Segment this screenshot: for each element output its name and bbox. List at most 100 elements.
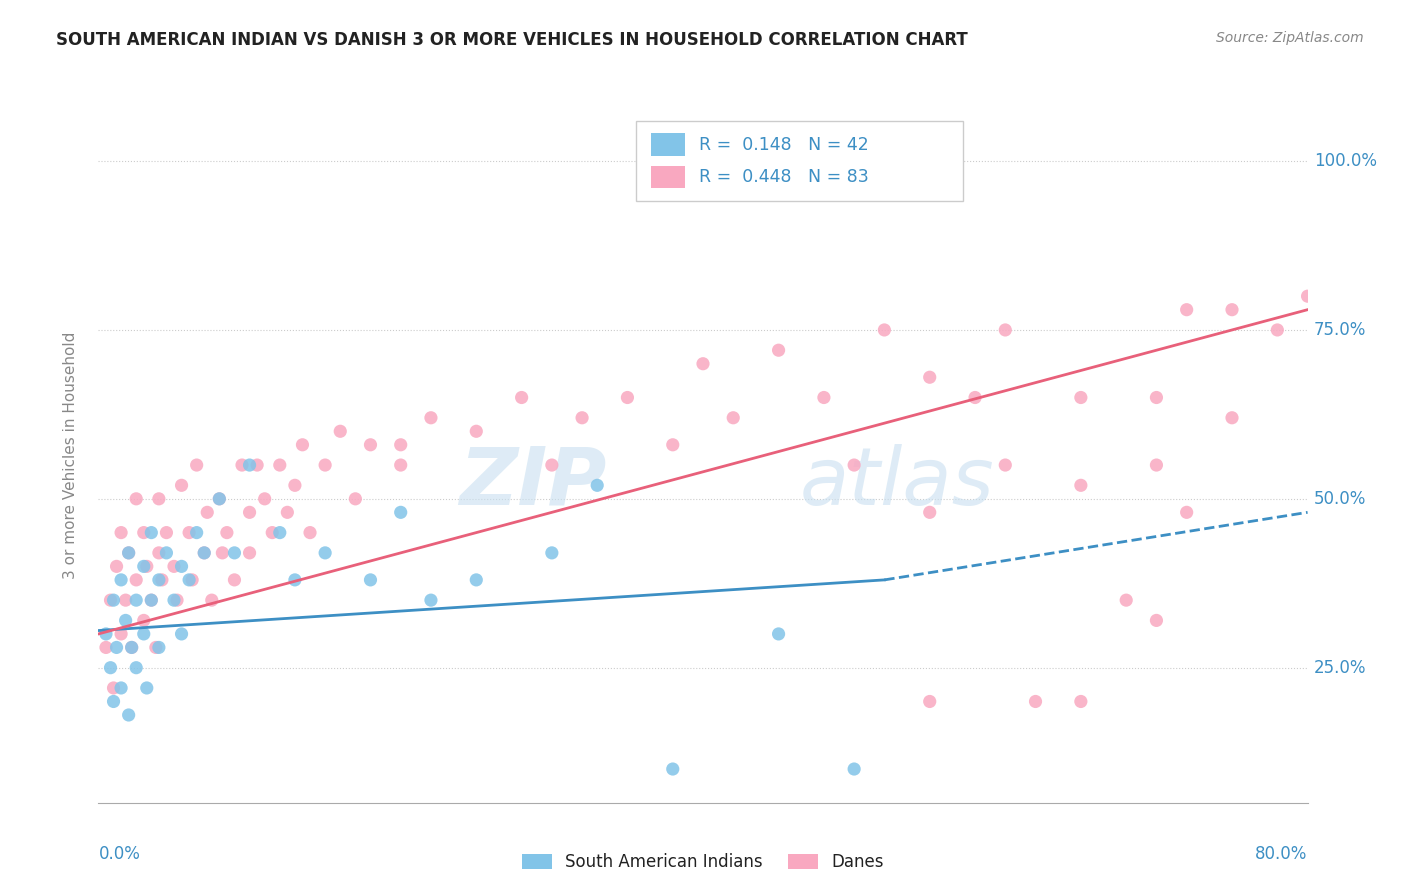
Point xyxy=(170,478,193,492)
Point xyxy=(215,525,238,540)
Point xyxy=(166,593,188,607)
Text: 100.0%: 100.0% xyxy=(1313,152,1376,170)
Point xyxy=(208,491,231,506)
Point xyxy=(110,681,132,695)
Point xyxy=(510,391,533,405)
Point xyxy=(721,410,744,425)
Point xyxy=(155,546,177,560)
Point xyxy=(181,573,204,587)
Point xyxy=(132,614,155,628)
Point xyxy=(103,593,125,607)
Point xyxy=(1296,289,1319,303)
Point xyxy=(163,559,186,574)
Point xyxy=(125,661,148,675)
Point xyxy=(239,546,262,560)
Point xyxy=(141,593,163,607)
Point xyxy=(918,505,941,519)
Point xyxy=(389,505,412,519)
Point xyxy=(1175,302,1198,317)
Point xyxy=(145,640,167,655)
Point xyxy=(121,640,143,655)
Point xyxy=(195,505,218,519)
Point xyxy=(148,491,170,506)
Text: 80.0%: 80.0% xyxy=(1256,845,1308,863)
Point xyxy=(100,593,122,607)
Point xyxy=(105,559,128,574)
Point xyxy=(186,458,208,472)
Point xyxy=(141,525,163,540)
Text: 0.0%: 0.0% xyxy=(98,845,141,863)
Point xyxy=(150,573,173,587)
Point xyxy=(1115,593,1137,607)
Point xyxy=(148,573,170,587)
Text: 75.0%: 75.0% xyxy=(1313,321,1367,339)
Point xyxy=(1144,391,1167,405)
Point xyxy=(419,410,441,425)
Point xyxy=(121,640,143,655)
Point xyxy=(193,546,215,560)
Point xyxy=(1144,614,1167,628)
Point xyxy=(253,491,276,506)
Point xyxy=(873,323,896,337)
Text: 25.0%: 25.0% xyxy=(1313,658,1367,677)
Point xyxy=(1175,505,1198,519)
Point xyxy=(224,546,246,560)
Point xyxy=(211,546,233,560)
Point xyxy=(918,370,941,384)
Point xyxy=(132,525,155,540)
Point xyxy=(299,525,322,540)
Point xyxy=(114,593,136,607)
Point xyxy=(201,593,224,607)
Point xyxy=(692,357,714,371)
Point xyxy=(571,410,593,425)
Point xyxy=(118,546,141,560)
Point xyxy=(389,458,412,472)
Point xyxy=(1070,391,1092,405)
Point xyxy=(105,640,128,655)
Point xyxy=(344,491,367,506)
Point xyxy=(314,458,336,472)
Text: R =  0.148   N = 42: R = 0.148 N = 42 xyxy=(699,136,869,153)
Point xyxy=(224,573,246,587)
Point xyxy=(284,573,307,587)
Point xyxy=(94,640,117,655)
Point xyxy=(540,458,562,472)
Point xyxy=(994,323,1017,337)
Point xyxy=(1070,478,1092,492)
Point xyxy=(110,525,132,540)
Legend: South American Indians, Danes: South American Indians, Danes xyxy=(516,847,890,878)
Point xyxy=(125,573,148,587)
Point xyxy=(1024,694,1046,708)
Point xyxy=(155,525,177,540)
Point xyxy=(208,491,231,506)
Point xyxy=(360,438,382,452)
Point xyxy=(661,438,683,452)
Text: ZIP: ZIP xyxy=(458,443,606,522)
Point xyxy=(114,614,136,628)
Point xyxy=(360,573,382,587)
Point xyxy=(246,458,269,472)
Point xyxy=(844,762,866,776)
Point xyxy=(103,694,125,708)
Point xyxy=(231,458,253,472)
Point xyxy=(768,627,790,641)
Y-axis label: 3 or more Vehicles in Household: 3 or more Vehicles in Household xyxy=(63,331,77,579)
Point xyxy=(135,559,157,574)
Point xyxy=(276,505,298,519)
Point xyxy=(465,573,488,587)
Text: Source: ZipAtlas.com: Source: ZipAtlas.com xyxy=(1216,31,1364,45)
Point xyxy=(1070,694,1092,708)
Point xyxy=(269,458,291,472)
Point xyxy=(177,573,201,587)
Point xyxy=(193,546,215,560)
Point xyxy=(291,438,314,452)
Point xyxy=(262,525,284,540)
Point xyxy=(132,627,155,641)
Point xyxy=(994,458,1017,472)
Point xyxy=(965,391,987,405)
Point xyxy=(1220,302,1243,317)
FancyBboxPatch shape xyxy=(637,121,963,201)
Point xyxy=(1144,458,1167,472)
Point xyxy=(465,424,488,438)
Point xyxy=(170,559,193,574)
